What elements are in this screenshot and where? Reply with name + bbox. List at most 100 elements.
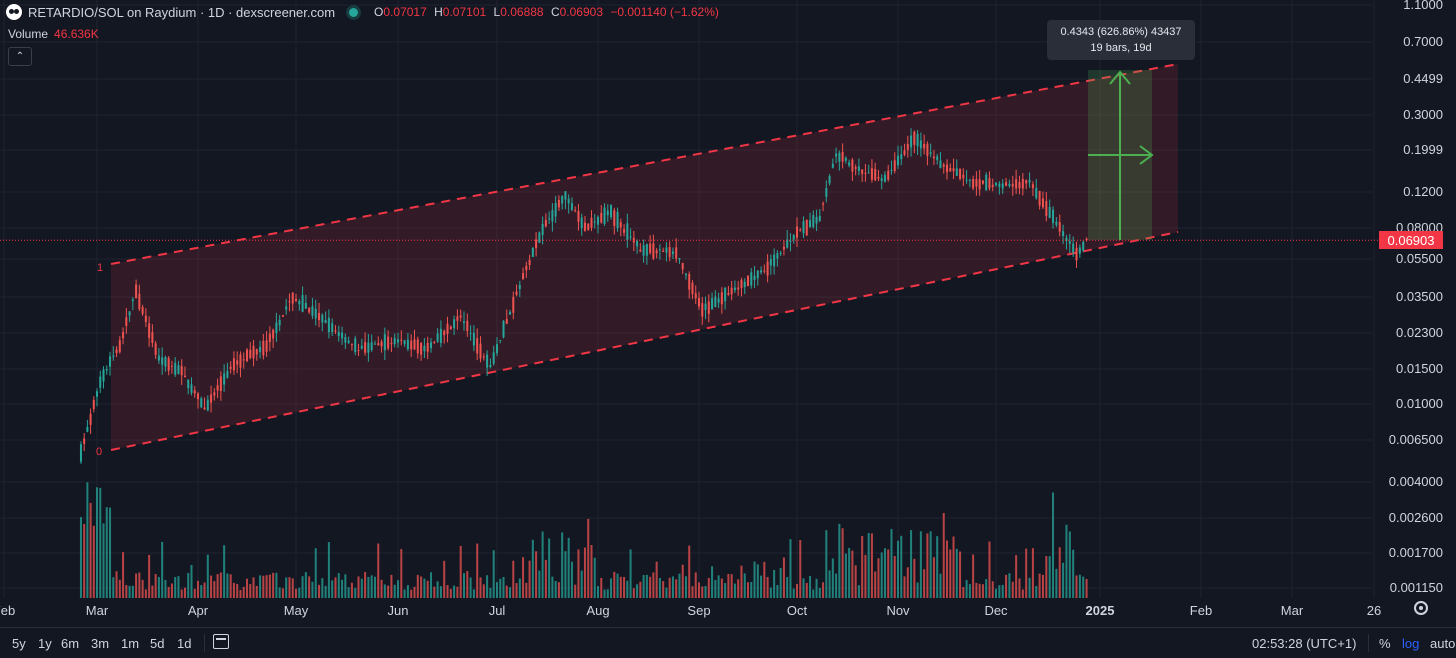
volume-bar: [174, 576, 177, 598]
volume-bar: [776, 585, 779, 598]
candle-body: [518, 284, 521, 289]
candle-body: [936, 156, 939, 161]
price-tick-label: 0.002600: [1389, 510, 1443, 525]
volume-bar: [1052, 492, 1055, 598]
price-tick-label: 0.3000: [1403, 107, 1443, 122]
candle-body: [684, 273, 687, 276]
candle-body: [164, 357, 167, 367]
volume-bar: [180, 589, 183, 598]
range-1y-button[interactable]: 1y: [38, 636, 52, 651]
volume-bar: [102, 523, 105, 598]
candle-body: [439, 328, 442, 343]
candle-body: [743, 281, 746, 288]
volume-bar: [792, 588, 795, 598]
candle-body: [347, 340, 350, 343]
volume-bar: [949, 549, 952, 598]
volume-bar: [616, 573, 619, 598]
collapse-legend-button[interactable]: ⌃: [8, 47, 32, 66]
symbol-title[interactable]: RETARDIO/SOL on Raydium · 1D · dexscreen…: [28, 4, 336, 20]
candle-body: [991, 184, 994, 188]
range-3m-button[interactable]: 3m: [91, 636, 110, 651]
volume-bar: [459, 545, 462, 598]
volume-bar: [639, 581, 642, 598]
candle-body: [711, 298, 714, 310]
range-1m-button[interactable]: 1m: [121, 636, 140, 651]
time-tick-label: 26: [1367, 603, 1381, 618]
log-scale-button[interactable]: log: [1402, 636, 1420, 651]
candle-body: [443, 330, 446, 336]
dexscreener-logo-icon: [6, 4, 22, 20]
candle-body: [367, 342, 370, 353]
chart-settings-gear-icon[interactable]: [1414, 601, 1428, 615]
volume-bar: [619, 576, 622, 598]
volume-bar: [939, 573, 942, 598]
candle-body: [357, 349, 360, 351]
candle-body: [177, 365, 180, 374]
volume-bar: [812, 589, 815, 598]
volume-bar: [665, 587, 668, 598]
candle-body: [125, 317, 128, 326]
candle-body: [848, 162, 851, 166]
volume-bar: [851, 550, 854, 598]
auto-scale-button[interactable]: auto: [1430, 636, 1456, 651]
candle-body: [196, 393, 200, 400]
candle-body: [183, 375, 186, 378]
candle-body: [717, 298, 720, 303]
volume-bar: [433, 586, 436, 598]
volume-bar: [219, 572, 222, 598]
candle-body: [981, 180, 984, 184]
candle-body: [232, 358, 235, 371]
channel-top-line: [110, 63, 1179, 265]
volume-bar: [125, 585, 128, 598]
volume-bar: [115, 571, 118, 598]
volume-bar: [844, 553, 847, 598]
volume-bar: [717, 575, 720, 598]
open-value: 0.07017: [383, 5, 427, 19]
volume-bars: [79, 482, 1088, 598]
last-price-tag: 0.06903: [1379, 231, 1443, 250]
volume-bar: [301, 576, 304, 598]
candle-body: [593, 221, 596, 223]
volume-bar: [538, 570, 541, 598]
price-tick-label: 0.1200: [1403, 184, 1443, 199]
channel-label-bottom: 0: [96, 446, 102, 458]
range-1d-button[interactable]: 1d: [177, 636, 192, 651]
range-6m-button[interactable]: 6m: [61, 636, 80, 651]
volume-bar: [743, 573, 746, 598]
candle-body: [972, 178, 975, 189]
volume-bar: [1078, 574, 1081, 598]
candle-body: [118, 340, 121, 353]
candle-body: [174, 362, 177, 375]
volume-bar: [512, 560, 515, 598]
volume-bar: [906, 567, 909, 598]
close-value: 0.06903: [559, 5, 604, 19]
candle-body: [782, 246, 785, 250]
candle-body: [567, 198, 570, 204]
volume-bar: [314, 548, 317, 598]
volume-bar: [268, 574, 271, 598]
volume-bar: [786, 576, 789, 598]
volume-bar: [522, 557, 525, 598]
volume-bar: [341, 579, 344, 598]
volume-bar: [985, 579, 988, 598]
candle-body: [1082, 241, 1085, 251]
volume-bar: [334, 577, 337, 598]
calendar-range-icon[interactable]: [213, 634, 229, 649]
volume-bar: [1062, 562, 1065, 598]
volume-bar: [1021, 589, 1024, 598]
volume-bar: [903, 576, 906, 598]
clock-timezone[interactable]: 02:53:28 (UTC+1): [1252, 636, 1357, 651]
range-5d-button[interactable]: 5d: [150, 636, 165, 651]
candle-body: [610, 205, 613, 218]
volume-bar: [570, 561, 573, 598]
volume-bar: [580, 570, 583, 598]
candle-body: [157, 355, 160, 361]
percent-scale-button[interactable]: %: [1379, 636, 1391, 651]
range-5y-button[interactable]: 5y: [12, 636, 26, 651]
volume-bar: [1025, 548, 1028, 598]
candle-body: [298, 301, 301, 305]
candle-body: [275, 322, 278, 334]
candle-body: [334, 330, 337, 332]
volume-bar: [711, 566, 714, 598]
